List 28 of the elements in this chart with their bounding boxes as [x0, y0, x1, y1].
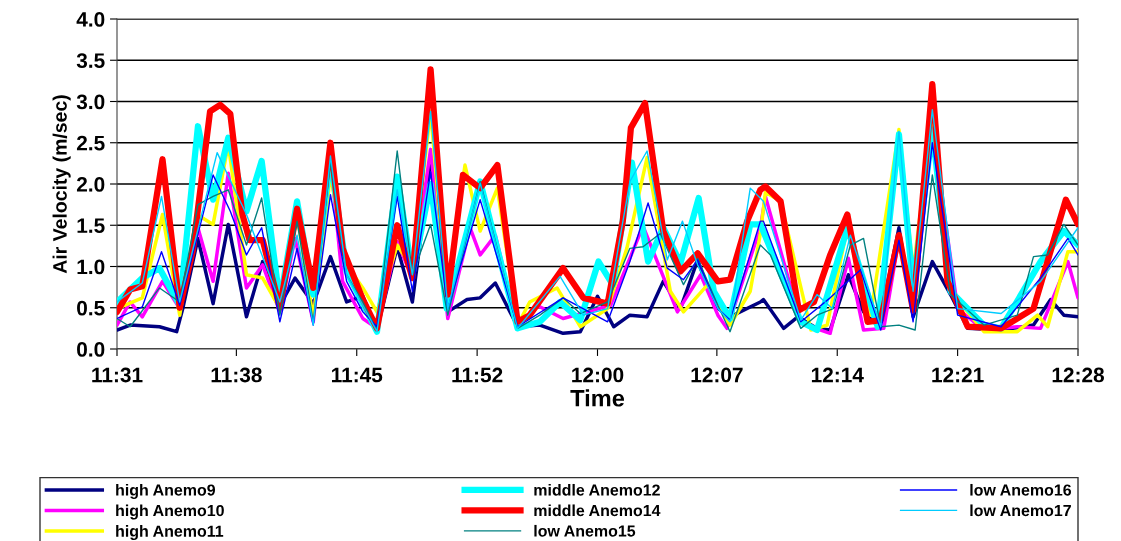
legend-label: low Anemo15	[534, 524, 636, 537]
legend-label: high Anemo11	[116, 525, 224, 541]
y-tick-label: 3.0	[76, 94, 105, 110]
x-tick-label: 12:14	[811, 367, 864, 383]
x-tick-label: 12:28	[1052, 367, 1105, 383]
legend-label: low Anemo17	[970, 504, 1071, 517]
x-tick-label: 12:00	[572, 367, 624, 383]
x-axis-title: Time	[570, 389, 625, 407]
y-tick-label: 2.0	[76, 177, 105, 192]
x-tick-label: 11:52	[452, 367, 503, 383]
y-tick-label: 4.0	[76, 12, 105, 27]
y-tick-label: 1.0	[77, 259, 105, 275]
legend-label: middle Anemo12	[534, 483, 660, 496]
x-tick-label: 12:21	[932, 367, 984, 383]
x-tick-label: 11:45	[331, 367, 383, 383]
y-axis-title: Air Velocity (m/sec)	[52, 95, 71, 274]
legend-label: middle Anemo14	[534, 504, 661, 517]
legend-label: high Anemo9	[116, 483, 216, 499]
legend-label: high Anemo10	[116, 504, 224, 520]
x-tick-label: 11:38	[211, 367, 262, 383]
y-tick-label: 3.5	[76, 53, 105, 69]
x-tick-label: 11:31	[92, 367, 143, 383]
y-tick-label: 0.5	[77, 300, 105, 316]
y-tick-label: 0.0	[77, 342, 105, 357]
y-tick-label: 1.5	[77, 218, 105, 233]
x-tick-label: 12:07	[691, 367, 743, 383]
legend-label: low Anemo16	[970, 483, 1072, 496]
y-tick-label: 2.5	[76, 135, 105, 151]
